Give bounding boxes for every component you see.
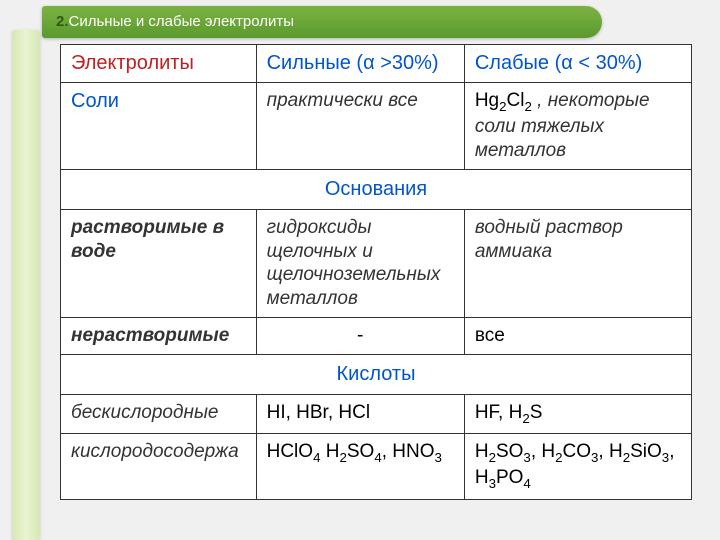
insoluble-weak: все xyxy=(464,317,691,354)
cat-soluble: растворимые в воде xyxy=(61,209,257,317)
anoxic-strong: HI, HBr, HCl xyxy=(256,394,464,433)
row-insoluble: нерастворимые - все xyxy=(61,317,692,354)
soluble-strong: гидроксиды щелочных и щелочноземельных м… xyxy=(256,209,464,317)
insoluble-strong: - xyxy=(256,317,464,354)
salts-weak-formula: Hg2Cl2 xyxy=(475,90,532,111)
oxy-strong: HClO4 H2SO4, HNO3 xyxy=(256,434,464,500)
cat-anoxic: бескислородные xyxy=(61,394,257,433)
header-electrolytes: Электролиты xyxy=(61,45,257,83)
section-bases: Основания xyxy=(61,169,692,209)
salts-weak: Hg2Cl2 , некоторые соли тяжелых металлов xyxy=(464,83,691,170)
cat-salts: Соли xyxy=(61,83,257,170)
oxy-weak: H2SO3, H2CO3, H2SiO3, H3PO4 xyxy=(464,434,691,500)
slide-title: Сильные и слабые электролиты xyxy=(69,13,295,30)
soluble-weak: водный раствор аммиака xyxy=(464,209,691,317)
section-bases-label: Основания xyxy=(61,169,692,209)
row-oxy: кислородосодержа HClO4 H2SO4, HNO3 H2SO3… xyxy=(61,434,692,500)
section-acids: Кислоты xyxy=(61,354,692,394)
anoxic-weak: HF, H2S xyxy=(464,394,691,433)
table-wrapper: Электролиты Сильные (α >30%) Слабые (α <… xyxy=(60,44,692,500)
header-strong: Сильные (α >30%) xyxy=(256,45,464,83)
salts-strong: практически все xyxy=(256,83,464,170)
row-salts: Соли практически все Hg2Cl2 , некоторые … xyxy=(61,83,692,170)
header-weak: Слабые (α < 30%) xyxy=(464,45,691,83)
cat-oxy: кислородосодержа xyxy=(61,434,257,500)
sidebar-stripe xyxy=(12,30,40,540)
table-header-row: Электролиты Сильные (α >30%) Слабые (α <… xyxy=(61,45,692,83)
section-acids-label: Кислоты xyxy=(61,354,692,394)
cat-insoluble: нерастворимые xyxy=(61,317,257,354)
slide-title-band: 2.Сильные и слабые электролиты xyxy=(42,6,602,38)
row-anoxic: бескислородные HI, HBr, HCl HF, H2S xyxy=(61,394,692,433)
electrolytes-table: Электролиты Сильные (α >30%) Слабые (α <… xyxy=(60,44,692,500)
row-soluble: растворимые в воде гидроксиды щелочных и… xyxy=(61,209,692,317)
section-number: 2. xyxy=(56,13,69,30)
